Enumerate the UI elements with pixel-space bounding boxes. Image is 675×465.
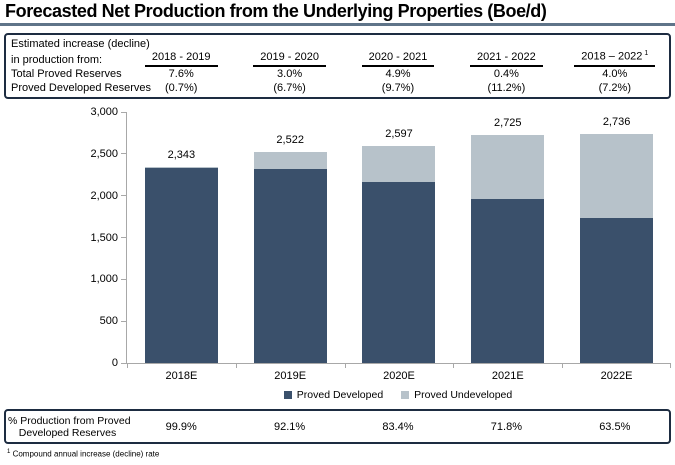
legend-label: Proved Developed: [296, 389, 384, 401]
estimates-value: 7.6%: [168, 68, 194, 80]
bar-segment-proved-undeveloped: [253, 152, 327, 169]
pct-production-label: % Production from Proved Developed Reser…: [6, 414, 131, 439]
estimates-value: 3.0%: [277, 68, 303, 80]
x-axis-tick: [562, 363, 564, 368]
page-title: Forecasted Net Production from the Under…: [5, 1, 547, 21]
y-axis-tick: [121, 195, 126, 197]
legend-item-proved-undeveloped: Proved Undeveloped: [401, 389, 512, 401]
footnote: 1 Compound annual increase (decline) rat…: [7, 449, 159, 459]
estimates-caption-line2: in production from:: [11, 54, 103, 66]
x-axis-category-label: 2022E: [600, 370, 633, 382]
x-axis-category-label: 2018E: [165, 370, 198, 382]
bar-segment-proved-undeveloped: [580, 134, 654, 218]
estimates-col-header-text: 2020 - 2021: [361, 51, 435, 67]
pct-production-value: 71.8%: [490, 420, 522, 433]
bar-segment-proved-developed: [362, 181, 436, 363]
y-axis-tick: [121, 278, 126, 280]
bar-total-label: 2,725: [494, 117, 522, 130]
pct-production-label-line1: % Production from Proved: [8, 414, 131, 427]
row-label-proved-developed: Proved Developed Reserves: [11, 82, 152, 94]
estimates-col-header-text: 2021 - 2022: [470, 51, 543, 67]
bar-segment-proved-undeveloped: [471, 135, 545, 200]
bar-segment-proved-undeveloped: [362, 145, 436, 182]
y-axis-tick: [121, 362, 126, 364]
estimates-value: (0.7%): [164, 82, 198, 94]
y-axis-label: 2,500: [90, 147, 118, 160]
chart-legend: Proved Developed Proved Undeveloped: [126, 388, 670, 402]
legend-swatch-icon: [283, 391, 292, 399]
legend-swatch-icon: [401, 391, 410, 399]
x-axis-tick: [344, 363, 346, 368]
bar-segment-proved-developed: [580, 217, 654, 363]
bar-slot: 2,343 2018E: [127, 112, 236, 382]
y-axis-label: 1,500: [90, 231, 118, 244]
y-axis-tick: [121, 153, 126, 155]
legend-item-proved-developed: Proved Developed: [283, 389, 384, 401]
bar-total-label: 2,343: [167, 148, 196, 161]
y-axis-label: 0: [111, 357, 118, 369]
footnote-text: Compound annual increase (decline) rate: [12, 449, 160, 459]
pct-production-value: 99.9%: [165, 420, 197, 433]
estimates-col-header: 2018 - 2019: [127, 51, 235, 67]
plot-area: 2,343 2018E 2,522 2019E 2,597 2020E 2,725 2021E…: [121, 111, 671, 382]
y-axis-label: 1,000: [90, 273, 118, 286]
estimates-col-header-text: 2018 - 2019: [144, 51, 218, 67]
bar-slot: 2,736 2022E: [562, 112, 671, 382]
y-axis-tick: [121, 111, 126, 113]
x-axis-tick: [235, 363, 237, 368]
bar-slot: 2,522 2019E: [236, 112, 345, 382]
estimates-col-header-text: 2018 – 2022 1: [574, 50, 656, 67]
x-axis-tick: [670, 363, 671, 368]
estimates-row-total-proved: Total Proved Reserves 7.6% 3.0% 4.9% 0.4% 4.…: [6, 67, 669, 81]
bar-segment-proved-developed: [253, 168, 327, 363]
bar-slot: 2,725 2021E: [453, 112, 562, 382]
x-axis-category-label: 2020E: [383, 370, 415, 382]
production-chart: 2,343 2018E 2,522 2019E 2,597 2020E 2,725 2021E…: [0, 99, 675, 405]
header-superscript: 1: [644, 50, 649, 58]
estimates-value: (6.7%): [273, 82, 306, 94]
estimates-row-proved-developed: Proved Developed Reserves (0.7%) (6.7%) (9…: [6, 81, 669, 95]
bar-segment-proved-developed: [471, 199, 545, 363]
estimates-value: (11.2%): [487, 82, 526, 94]
legend-label: Proved Undeveloped: [414, 389, 513, 401]
estimates-col-header: 2020 - 2021: [344, 51, 452, 67]
pct-production-table: % Production from Proved Developed Reser…: [4, 409, 671, 444]
estimates-col-header: 2019 - 2020: [235, 51, 343, 67]
estimates-caption-line1: Estimated increase (decline): [11, 38, 150, 50]
footnote-superscript: 1: [7, 449, 11, 455]
x-axis-tick: [127, 363, 128, 368]
pct-production-value: 92.1%: [273, 420, 306, 433]
y-axis-label: 500: [99, 315, 118, 328]
pct-production-label-line2: Developed Reserves: [18, 426, 117, 439]
estimates-table: Estimated increase (decline) in producti…: [4, 33, 671, 99]
estimates-value: 4.9%: [385, 68, 411, 80]
y-axis-tick: [121, 237, 126, 238]
row-label-total-proved: Total Proved Reserves: [11, 68, 122, 80]
pct-production-value: 83.4%: [382, 420, 414, 433]
y-axis-label: 3,000: [90, 106, 118, 118]
y-axis-label: 2,000: [90, 189, 118, 202]
bar-segment-proved-developed: [144, 167, 218, 363]
title-rule: [0, 23, 675, 26]
estimates-header-row: in production from: 2018 - 2019 2019 - 20…: [6, 50, 669, 67]
estimates-value: 0.4%: [493, 68, 519, 80]
estimates-col-header-text: 2019 - 2020: [253, 51, 326, 67]
pct-production-row: % Production from Proved Developed Reser…: [6, 411, 669, 442]
bar-slot: 2,597 2020E: [345, 112, 454, 382]
y-axis-tick: [121, 320, 126, 322]
x-axis-category-label: 2019E: [274, 370, 307, 382]
estimates-col-header: 2021 - 2022: [452, 51, 560, 67]
estimates-col-header: 2018 – 2022 1: [561, 50, 669, 67]
x-axis-category-label: 2021E: [491, 370, 524, 382]
estimates-value: (7.2%): [598, 82, 631, 94]
estimates-value: 4.0%: [602, 68, 628, 80]
bar-total-label: 2,522: [276, 134, 304, 146]
pct-production-value: 63.5%: [599, 420, 631, 433]
estimates-value: (9.7%): [381, 82, 415, 94]
x-axis-tick: [453, 363, 455, 368]
bar-total-label: 2,597: [385, 127, 413, 140]
bar-total-label: 2,736: [602, 116, 631, 129]
